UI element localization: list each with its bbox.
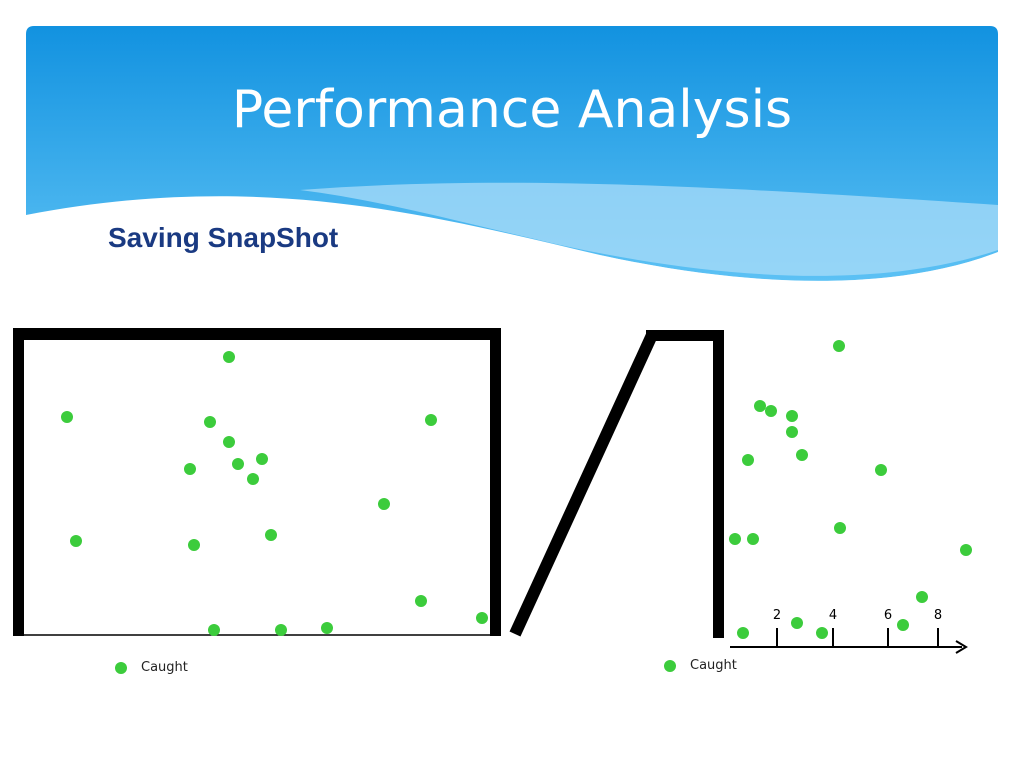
side-goal-point-1 — [833, 340, 845, 352]
header-wave-highlight — [600, 252, 998, 287]
side-goal-point-3 — [765, 405, 777, 417]
side-goal-diagonal — [509, 332, 658, 637]
front-goal-point-17 — [275, 624, 287, 636]
slide-subtitle: Saving SnapShot — [108, 222, 339, 253]
axis-tick-label: 6 — [884, 608, 892, 623]
header-wave-light — [300, 182, 998, 276]
side-goal-point-17 — [816, 627, 828, 639]
side-goal-point-9 — [834, 522, 846, 534]
front-goal-crossbar — [13, 328, 501, 340]
front-goal-right-post — [490, 328, 501, 636]
side-goal-points — [729, 340, 972, 639]
axis-tick-label: 4 — [829, 608, 837, 623]
side-goal-back-post — [713, 330, 724, 638]
green-dot-icon — [115, 661, 127, 674]
axis-arrow-icon — [955, 640, 968, 654]
legend-side: Caught — [664, 658, 737, 673]
side-goal-top-bar — [646, 330, 724, 341]
axis-tick-label: 2 — [773, 608, 781, 623]
front-goal-point-7 — [232, 458, 244, 470]
front-goal-point-9 — [247, 473, 259, 485]
header-banner — [26, 26, 998, 287]
front-goal-left-post — [13, 328, 24, 636]
slide-title: Performance Analysis — [231, 80, 793, 140]
front-goal-point-5 — [223, 436, 235, 448]
side-goal-frame — [509, 330, 724, 638]
front-goal-point-13 — [188, 539, 200, 551]
side-goal-point-14 — [791, 617, 803, 629]
axis-ticks: 2 4 6 8 — [773, 608, 942, 647]
side-goal-point-13 — [916, 591, 928, 603]
side-goal-point-16 — [737, 627, 749, 639]
side-goal-point-10 — [729, 533, 741, 545]
legend-side-label: Caught — [690, 658, 737, 673]
legend-front-label: Caught — [141, 660, 188, 675]
side-goal-point-4 — [786, 410, 798, 422]
distance-axis: 2 4 6 8 — [730, 608, 968, 654]
front-goal-point-18 — [321, 622, 333, 634]
front-goal-point-8 — [184, 463, 196, 475]
side-goal-point-5 — [786, 426, 798, 438]
side-goal-point-12 — [960, 544, 972, 556]
side-goal-point-8 — [875, 464, 887, 476]
legend-front: Caught — [115, 660, 188, 675]
front-goal-point-14 — [415, 595, 427, 607]
front-goal-point-12 — [265, 529, 277, 541]
front-goal-point-11 — [70, 535, 82, 547]
front-goal-point-2 — [61, 411, 73, 423]
side-goal-point-11 — [747, 533, 759, 545]
side-goal-point-6 — [742, 454, 754, 466]
front-goal-point-1 — [223, 351, 235, 363]
front-goal-points — [61, 351, 488, 636]
front-goal-point-16 — [208, 624, 220, 636]
front-goal-point-4 — [425, 414, 437, 426]
side-goal-point-7 — [796, 449, 808, 461]
side-goal-point-2 — [754, 400, 766, 412]
front-goal-point-10 — [378, 498, 390, 510]
front-goal-frame — [13, 328, 501, 636]
front-goal-point-6 — [256, 453, 268, 465]
axis-tick-label: 8 — [934, 608, 942, 623]
side-goal-point-15 — [897, 619, 909, 631]
front-goal-point-15 — [476, 612, 488, 624]
green-dot-icon — [664, 659, 676, 672]
front-goal-point-3 — [204, 416, 216, 428]
